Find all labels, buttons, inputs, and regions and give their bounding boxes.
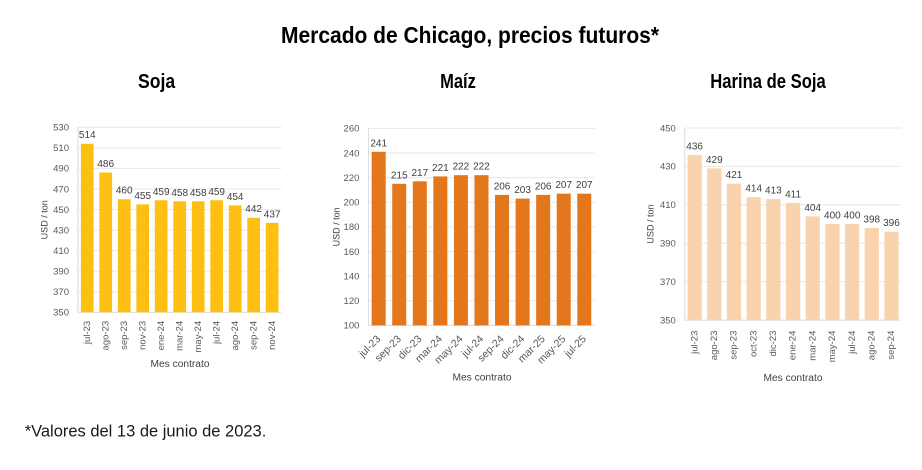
svg-text:458: 458: [190, 188, 207, 199]
svg-text:370: 370: [53, 287, 69, 298]
svg-text:490: 490: [53, 164, 69, 175]
svg-text:sep-24: sep-24: [886, 331, 897, 360]
svg-text:140: 140: [344, 271, 360, 282]
svg-text:398: 398: [863, 214, 880, 225]
svg-text:410: 410: [660, 200, 676, 211]
svg-text:530: 530: [53, 123, 69, 134]
svg-text:450: 450: [53, 205, 69, 216]
svg-text:mar-24: mar-24: [174, 321, 185, 351]
svg-text:jul-23: jul-23: [82, 321, 93, 345]
svg-text:222: 222: [473, 162, 490, 173]
svg-text:510: 510: [53, 143, 69, 154]
svg-text:514: 514: [79, 130, 96, 141]
svg-text:400: 400: [844, 211, 861, 222]
svg-text:ago-23: ago-23: [709, 331, 720, 361]
svg-text:nov-24: nov-24: [267, 321, 278, 350]
svg-text:206: 206: [494, 181, 511, 192]
svg-text:oct-23: oct-23: [748, 331, 759, 357]
svg-text:460: 460: [116, 186, 133, 197]
svg-text:ago-23: ago-23: [100, 321, 111, 351]
svg-text:470: 470: [53, 184, 69, 195]
svg-text:ago-24: ago-24: [230, 321, 241, 351]
svg-text:sep-23: sep-23: [119, 321, 130, 350]
svg-text:USD / ton: USD / ton: [646, 205, 656, 244]
svg-text:241: 241: [370, 138, 387, 149]
svg-text:may-24: may-24: [193, 321, 204, 353]
svg-text:Maíz: Maíz: [440, 71, 476, 93]
svg-text:404: 404: [804, 203, 821, 214]
svg-text:217: 217: [411, 168, 428, 179]
svg-text:220: 220: [344, 173, 360, 184]
svg-text:390: 390: [53, 266, 69, 277]
svg-text:may-24: may-24: [827, 331, 838, 363]
svg-text:350: 350: [660, 315, 676, 326]
svg-text:*Valores del 13 de junio de 20: *Valores del 13 de junio de 2023.: [25, 423, 267, 441]
svg-text:mar-24: mar-24: [807, 331, 818, 361]
svg-text:436: 436: [686, 141, 703, 152]
svg-text:413: 413: [765, 186, 782, 197]
svg-text:200: 200: [344, 198, 360, 209]
svg-text:486: 486: [97, 159, 114, 170]
svg-text:Mercado de Chicago, precios fu: Mercado de Chicago, precios futuros*: [281, 22, 659, 48]
svg-text:sep-23: sep-23: [729, 331, 740, 360]
svg-text:442: 442: [245, 204, 262, 215]
svg-text:222: 222: [453, 162, 470, 173]
svg-text:Mes contrato: Mes contrato: [453, 373, 512, 384]
svg-text:dic-23: dic-23: [768, 331, 779, 357]
svg-text:370: 370: [660, 277, 676, 288]
svg-text:455: 455: [134, 191, 151, 202]
svg-text:414: 414: [745, 184, 762, 195]
svg-text:Soja: Soja: [138, 71, 176, 93]
svg-text:nov-23: nov-23: [137, 321, 148, 350]
svg-text:459: 459: [153, 187, 170, 198]
svg-text:ene-24: ene-24: [156, 321, 167, 351]
svg-text:sep-24: sep-24: [248, 321, 259, 350]
svg-text:411: 411: [785, 189, 801, 200]
svg-text:Mes contrato: Mes contrato: [151, 359, 210, 370]
svg-text:350: 350: [53, 308, 69, 319]
svg-text:221: 221: [432, 163, 449, 174]
svg-text:Mes contrato: Mes contrato: [764, 373, 823, 384]
svg-text:203: 203: [514, 185, 531, 196]
svg-text:ago-24: ago-24: [866, 331, 877, 361]
svg-text:396: 396: [883, 218, 900, 229]
svg-text:400: 400: [824, 211, 841, 222]
svg-text:450: 450: [660, 123, 676, 134]
svg-text:410: 410: [53, 246, 69, 257]
svg-text:ene-24: ene-24: [788, 331, 799, 361]
svg-text:Harina de Soja: Harina de Soja: [710, 71, 826, 93]
svg-text:100: 100: [344, 321, 360, 332]
svg-text:421: 421: [726, 170, 743, 181]
svg-text:215: 215: [391, 170, 408, 181]
svg-text:jul-24: jul-24: [847, 331, 858, 355]
svg-text:206: 206: [535, 181, 552, 192]
svg-text:USD / ton: USD / ton: [40, 200, 50, 239]
svg-text:437: 437: [264, 209, 281, 220]
svg-text:jul-24: jul-24: [211, 321, 222, 345]
svg-text:jul-23: jul-23: [689, 331, 700, 355]
svg-text:429: 429: [706, 155, 723, 166]
svg-text:160: 160: [344, 247, 360, 258]
svg-text:207: 207: [555, 180, 572, 191]
svg-text:120: 120: [344, 296, 360, 307]
svg-text:454: 454: [227, 192, 244, 203]
svg-text:390: 390: [660, 239, 676, 250]
svg-text:260: 260: [344, 124, 360, 135]
svg-text:USD / ton: USD / ton: [332, 207, 342, 246]
svg-text:430: 430: [53, 225, 69, 236]
svg-text:430: 430: [660, 162, 676, 173]
svg-text:459: 459: [208, 187, 225, 198]
svg-text:458: 458: [171, 188, 188, 199]
svg-text:180: 180: [344, 222, 360, 233]
svg-text:240: 240: [344, 148, 360, 159]
svg-text:207: 207: [576, 180, 593, 191]
